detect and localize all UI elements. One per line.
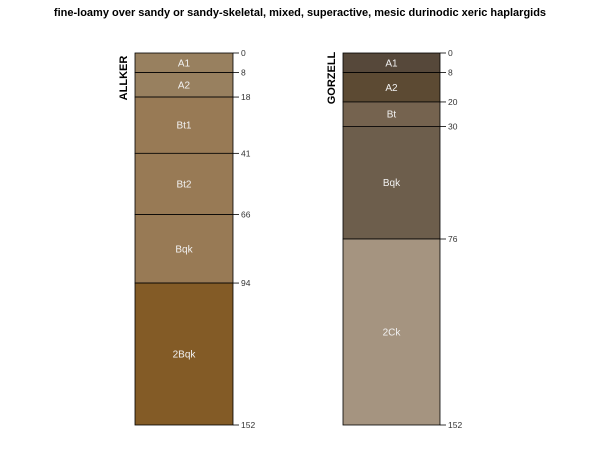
depth-label: 18 [241, 92, 251, 102]
horizon-a2 [134, 72, 234, 98]
horizon-2ck [342, 238, 441, 426]
depth-label: 76 [448, 234, 458, 244]
depth-label: 0 [448, 48, 453, 58]
horizon-label: 2Ck [383, 328, 402, 339]
depth-label: 8 [448, 68, 453, 78]
depth-label: 66 [241, 210, 251, 220]
depth-label: 8 [241, 68, 246, 78]
profile-allker: ALLKER A1 A2 Bt1 Bt2 Bqk 2Bqk 0 8 18 41 66 94 152 [118, 48, 255, 430]
depth-label: 41 [241, 148, 251, 158]
horizon-label: A2 [385, 83, 398, 94]
profile-name: GORZELL [326, 51, 338, 104]
horizon-label: Bt2 [176, 179, 191, 190]
horizon-bt [342, 101, 441, 127]
horizon-label: Bqk [175, 244, 193, 255]
horizon-bqk [342, 126, 441, 240]
horizon-2bqk [134, 282, 234, 426]
profile-name: ALLKER [118, 56, 130, 101]
depth-label: 20 [448, 97, 458, 107]
profiles-group: ALLKER A1A2Bt1Bt2Bqk2Bqk0818416694152GORZ… [118, 48, 462, 430]
horizon-label: A1 [385, 58, 398, 69]
horizon-bt2 [134, 152, 234, 215]
horizon-label: Bt [387, 110, 397, 121]
diagram-title: fine-loamy over sandy or sandy-skeletal,… [54, 7, 546, 19]
horizon-label: Bqk [383, 178, 401, 189]
horizon-label: A1 [178, 58, 191, 69]
horizon-label: 2Bqk [173, 350, 197, 361]
depth-label: 152 [241, 420, 255, 430]
depth-label: 152 [448, 420, 462, 430]
depth-label: 94 [241, 278, 251, 288]
horizon-bqk [134, 214, 234, 284]
depth-label: 30 [448, 121, 458, 131]
horizon-label: Bt1 [176, 121, 191, 132]
profile-gorzell: GORZELL A1 A2 Bt Bqk 2Ck 0 8 20 30 76 152 [326, 48, 462, 430]
depth-label: 0 [241, 48, 246, 58]
horizon-label: A2 [178, 80, 191, 91]
horizon-bt1 [134, 96, 234, 154]
